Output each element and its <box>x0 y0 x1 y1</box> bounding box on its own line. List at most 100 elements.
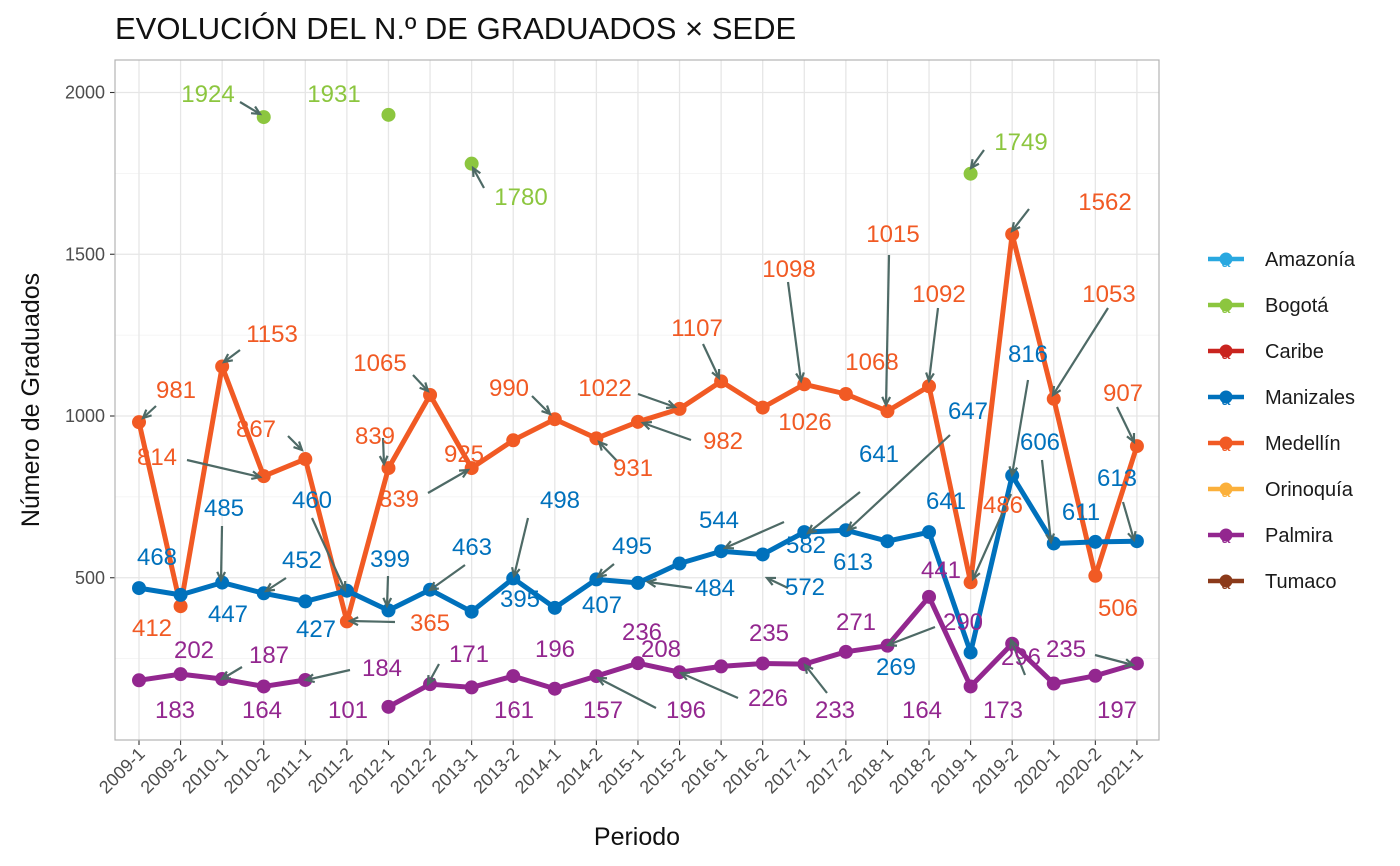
label-leader <box>511 517 530 579</box>
data-point <box>506 433 521 448</box>
legend-label: Palmira <box>1265 525 1334 547</box>
legend-key-glyph: a <box>1222 300 1231 317</box>
data-label: 427 <box>296 616 336 643</box>
data-label: 184 <box>362 655 402 682</box>
data-point <box>1046 391 1061 406</box>
data-label: 1068 <box>845 349 898 376</box>
data-point <box>506 571 521 586</box>
data-label: 296 <box>1001 644 1041 671</box>
data-point <box>381 107 396 122</box>
data-label: 1749 <box>994 129 1047 156</box>
data-label: 235 <box>749 620 789 647</box>
data-label: 157 <box>583 697 623 724</box>
data-point <box>547 681 562 696</box>
chart-series <box>132 107 1144 714</box>
label-leader <box>885 625 936 647</box>
legend-item: a Caribe <box>1208 341 1324 363</box>
data-point <box>797 525 812 540</box>
data-label: 485 <box>204 495 244 522</box>
data-point <box>922 379 937 394</box>
data-point <box>464 156 479 171</box>
legend-key-point <box>1219 390 1233 404</box>
data-label: 236 <box>622 619 662 646</box>
legend-item: a Manizales <box>1208 387 1355 409</box>
data-point <box>714 659 729 674</box>
data-point <box>132 673 146 688</box>
legend-item: a Amazonía <box>1208 249 1356 271</box>
legend-item: a Orinoquía <box>1208 479 1354 501</box>
data-point <box>464 680 479 695</box>
x-tick-label: 2013-1 <box>428 744 482 798</box>
data-label: 202 <box>174 637 214 664</box>
data-point <box>339 614 354 629</box>
data-label: 1107 <box>671 315 723 342</box>
chart-data-labels: 1924 1931 1780 1749 981 412 1153 814 867 365 839 10… <box>132 81 1143 724</box>
data-point <box>963 679 978 694</box>
x-tick-label: 2009-2 <box>137 744 191 798</box>
data-label: 468 <box>137 544 177 571</box>
data-label: 183 <box>155 697 195 724</box>
data-point <box>547 412 562 427</box>
data-label: 197 <box>1097 697 1137 724</box>
x-axis-title: Periodo <box>594 823 680 851</box>
data-point <box>1088 568 1103 583</box>
y-axis-title: Número de Graduados <box>17 273 45 527</box>
label-leader <box>1051 307 1109 398</box>
data-point <box>298 452 313 467</box>
y-tick-label: 2000 <box>65 83 105 103</box>
data-point <box>755 547 770 562</box>
legend-label: Tumaco <box>1265 571 1337 593</box>
label-leader <box>347 616 396 627</box>
data-label: 931 <box>613 455 653 482</box>
data-label: 981 <box>156 377 196 404</box>
data-label: 460 <box>292 487 332 514</box>
data-point <box>256 469 271 484</box>
chart-axes: 5001000150020002009-12009-22010-12010-22… <box>65 83 1147 798</box>
data-point <box>880 534 895 549</box>
data-label: 441 <box>921 557 961 584</box>
label-leader <box>1094 653 1136 668</box>
x-tick-label: 2014-1 <box>511 744 565 798</box>
data-label: 1153 <box>246 321 298 348</box>
data-point <box>1088 668 1103 683</box>
data-label: 1098 <box>762 256 815 283</box>
data-label: 647 <box>948 398 988 425</box>
x-tick-label: 2017-2 <box>802 744 856 798</box>
data-point <box>464 604 479 619</box>
chart-title: EVOLUCIÓN DEL N.º DE GRADUADOS × SEDE <box>115 11 796 46</box>
label-leader <box>263 577 287 593</box>
data-label: 164 <box>242 697 282 724</box>
data-point <box>1046 676 1061 691</box>
x-tick-label: 2013-2 <box>469 744 523 798</box>
x-tick-label: 2016-1 <box>677 744 731 798</box>
legend-key-glyph: a <box>1222 530 1231 547</box>
legend-item: a Tumaco <box>1208 571 1337 593</box>
label-leader <box>427 468 471 494</box>
label-leader <box>1010 208 1030 234</box>
x-tick-label: 2015-1 <box>594 744 648 798</box>
label-leader <box>426 663 440 687</box>
x-tick-label: 2012-2 <box>386 744 440 798</box>
data-label: 582 <box>786 532 826 559</box>
data-point <box>630 575 645 590</box>
data-label: 452 <box>282 547 322 574</box>
label-leader <box>378 437 389 467</box>
data-point <box>381 699 396 714</box>
data-label: 982 <box>703 428 743 455</box>
label-leader <box>645 578 693 590</box>
label-leader <box>597 440 619 463</box>
data-label: 990 <box>489 375 529 402</box>
data-label: 171 <box>449 641 489 668</box>
x-tick-label: 2010-2 <box>220 744 274 798</box>
series-Manizales <box>132 468 1144 660</box>
data-label: 641 <box>926 488 966 515</box>
x-tick-label: 2015-2 <box>636 744 690 798</box>
data-label: 395 <box>500 586 540 613</box>
data-label: 506 <box>1098 595 1138 622</box>
legend-key-point <box>1219 436 1233 450</box>
label-leader <box>640 420 692 442</box>
data-point <box>630 656 645 671</box>
data-point <box>1005 227 1020 242</box>
data-point <box>298 594 313 609</box>
